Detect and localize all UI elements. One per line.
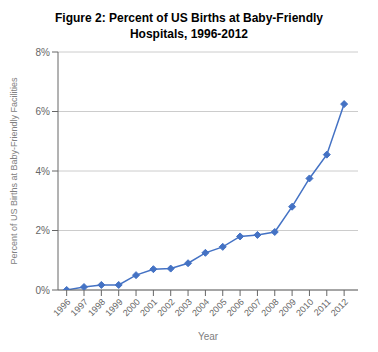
svg-text:2012: 2012 (329, 297, 350, 318)
svg-text:2004: 2004 (190, 297, 211, 318)
svg-text:Percent of US Births at Baby-F: Percent of US Births at Baby-Friendly Fa… (9, 77, 19, 265)
svg-text:Year: Year (198, 331, 219, 342)
svg-text:2011: 2011 (312, 297, 333, 318)
svg-text:2003: 2003 (173, 297, 194, 318)
svg-text:1998: 1998 (86, 297, 107, 318)
svg-text:0%: 0% (36, 285, 51, 296)
svg-text:1997: 1997 (69, 297, 90, 318)
svg-text:8%: 8% (36, 47, 51, 58)
svg-text:2005: 2005 (207, 297, 228, 318)
svg-text:1996: 1996 (51, 297, 72, 318)
svg-text:4%: 4% (36, 166, 51, 177)
svg-text:2010: 2010 (294, 297, 315, 318)
html-text:Hospitals, 1996-2012: Hospitals, 1996-2012 (130, 27, 248, 41)
svg-text:2%: 2% (36, 225, 51, 236)
svg-text:2008: 2008 (259, 297, 280, 318)
svg-text:1999: 1999 (103, 297, 124, 318)
svg-text:2007: 2007 (242, 297, 263, 318)
svg-text:2006: 2006 (225, 297, 246, 318)
svg-text:6%: 6% (36, 106, 51, 117)
svg-text:2000: 2000 (121, 297, 142, 318)
svg-text:2002: 2002 (155, 297, 176, 318)
svg-text:2001: 2001 (138, 297, 159, 318)
svg-text:2009: 2009 (277, 297, 298, 318)
html-text:Figure 2: Percent of US Births: Figure 2: Percent of US Births at Baby-F… (55, 11, 323, 25)
